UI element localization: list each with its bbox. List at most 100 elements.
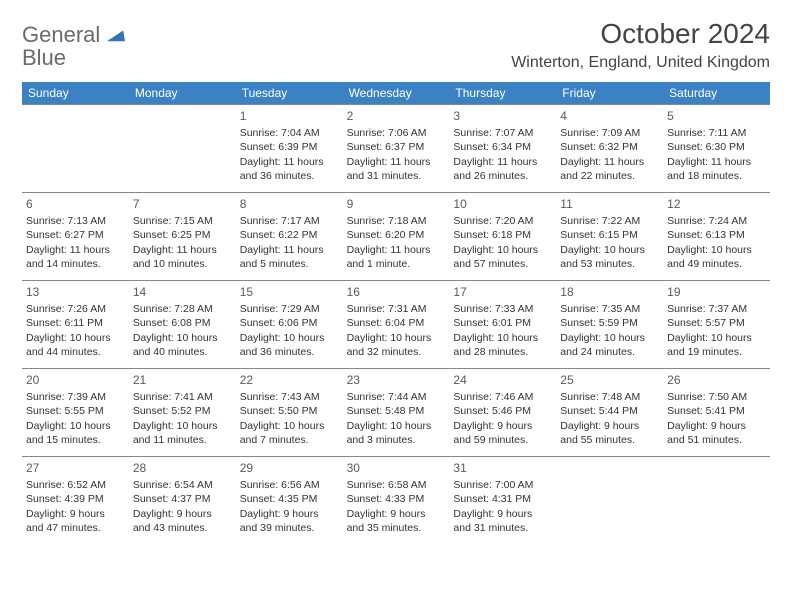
calendar-cell: 20Sunrise: 7:39 AMSunset: 5:55 PMDayligh… bbox=[22, 368, 129, 456]
calendar-cell: 12Sunrise: 7:24 AMSunset: 6:13 PMDayligh… bbox=[663, 192, 770, 280]
sunrise-line: Sunrise: 7:39 AM bbox=[26, 390, 125, 404]
day-number: 3 bbox=[453, 108, 552, 124]
calendar-cell: 23Sunrise: 7:44 AMSunset: 5:48 PMDayligh… bbox=[343, 368, 450, 456]
logo: General Blue bbox=[22, 18, 125, 70]
daylight-line: Daylight: 11 hours and 1 minute. bbox=[347, 243, 446, 271]
calendar-cell: 31Sunrise: 7:00 AMSunset: 4:31 PMDayligh… bbox=[449, 456, 556, 544]
day-number: 21 bbox=[133, 372, 232, 388]
calendar-cell: 18Sunrise: 7:35 AMSunset: 5:59 PMDayligh… bbox=[556, 280, 663, 368]
sunset-line: Sunset: 4:39 PM bbox=[26, 492, 125, 506]
sunset-line: Sunset: 5:46 PM bbox=[453, 404, 552, 418]
day-number: 24 bbox=[453, 372, 552, 388]
sunset-line: Sunset: 5:50 PM bbox=[240, 404, 339, 418]
daylight-line: Daylight: 9 hours and 55 minutes. bbox=[560, 419, 659, 447]
sunset-line: Sunset: 5:55 PM bbox=[26, 404, 125, 418]
calendar-cell: 5Sunrise: 7:11 AMSunset: 6:30 PMDaylight… bbox=[663, 104, 770, 192]
day-number: 20 bbox=[26, 372, 125, 388]
sunrise-line: Sunrise: 7:00 AM bbox=[453, 478, 552, 492]
page-header: General Blue October 2024 Winterton, Eng… bbox=[22, 18, 770, 72]
calendar-cell: 22Sunrise: 7:43 AMSunset: 5:50 PMDayligh… bbox=[236, 368, 343, 456]
sunset-line: Sunset: 6:20 PM bbox=[347, 228, 446, 242]
sunset-line: Sunset: 4:31 PM bbox=[453, 492, 552, 506]
day-number: 25 bbox=[560, 372, 659, 388]
daylight-line: Daylight: 11 hours and 31 minutes. bbox=[347, 155, 446, 183]
sunset-line: Sunset: 6:01 PM bbox=[453, 316, 552, 330]
day-number: 19 bbox=[667, 284, 766, 300]
sunrise-line: Sunrise: 7:22 AM bbox=[560, 214, 659, 228]
daylight-line: Daylight: 10 hours and 19 minutes. bbox=[667, 331, 766, 359]
sunset-line: Sunset: 5:59 PM bbox=[560, 316, 659, 330]
calendar-cell: 25Sunrise: 7:48 AMSunset: 5:44 PMDayligh… bbox=[556, 368, 663, 456]
sunrise-line: Sunrise: 7:17 AM bbox=[240, 214, 339, 228]
logo-word-blue: Blue bbox=[22, 45, 66, 70]
sunset-line: Sunset: 5:52 PM bbox=[133, 404, 232, 418]
day-header: Thursday bbox=[449, 82, 556, 104]
calendar-cell: 9Sunrise: 7:18 AMSunset: 6:20 PMDaylight… bbox=[343, 192, 450, 280]
day-header: Wednesday bbox=[343, 82, 450, 104]
sunset-line: Sunset: 6:15 PM bbox=[560, 228, 659, 242]
calendar-cell: 24 Sunrise: 7:46 AMSunset: 5:46 PMDayligh… bbox=[449, 368, 556, 456]
daylight-line: Daylight: 11 hours and 22 minutes. bbox=[560, 155, 659, 183]
day-number: 27 bbox=[26, 460, 125, 476]
daylight-line: Daylight: 11 hours and 36 minutes. bbox=[240, 155, 339, 183]
sunset-line: Sunset: 4:37 PM bbox=[133, 492, 232, 506]
sunrise-line: Sunrise: 7:33 AM bbox=[453, 302, 552, 316]
daylight-line: Daylight: 11 hours and 26 minutes. bbox=[453, 155, 552, 183]
logo-triangle-icon bbox=[107, 28, 125, 42]
sunset-line: Sunset: 6:34 PM bbox=[453, 140, 552, 154]
daylight-line: Daylight: 10 hours and 3 minutes. bbox=[347, 419, 446, 447]
location-subtitle: Winterton, England, United Kingdom bbox=[511, 54, 770, 72]
calendar-cell: 7Sunrise: 7:15 AMSunset: 6:25 PMDaylight… bbox=[129, 192, 236, 280]
day-number: 29 bbox=[240, 460, 339, 476]
calendar-cell: 17Sunrise: 7:33 AMSunset: 6:01 PMDayligh… bbox=[449, 280, 556, 368]
calendar-cell: 6Sunrise: 7:13 AMSunset: 6:27 PMDaylight… bbox=[22, 192, 129, 280]
sunset-line: Sunset: 6:37 PM bbox=[347, 140, 446, 154]
sunset-line: Sunset: 6:06 PM bbox=[240, 316, 339, 330]
day-number: 6 bbox=[26, 196, 125, 212]
daylight-line: Daylight: 10 hours and 44 minutes. bbox=[26, 331, 125, 359]
sunrise-line: Sunrise: 7:50 AM bbox=[667, 390, 766, 404]
daylight-line: Daylight: 11 hours and 5 minutes. bbox=[240, 243, 339, 271]
sunrise-line: Sunrise: 7:35 AM bbox=[560, 302, 659, 316]
sunrise-line: Sunrise: 6:54 AM bbox=[133, 478, 232, 492]
sunrise-line: Sunrise: 7:37 AM bbox=[667, 302, 766, 316]
sunrise-line: Sunrise: 7:43 AM bbox=[240, 390, 339, 404]
sunset-line: Sunset: 6:18 PM bbox=[453, 228, 552, 242]
daylight-line: Daylight: 10 hours and 11 minutes. bbox=[133, 419, 232, 447]
sunrise-line: Sunrise: 7:41 AM bbox=[133, 390, 232, 404]
sunrise-line: Sunrise: 7:28 AM bbox=[133, 302, 232, 316]
daylight-line: Daylight: 11 hours and 10 minutes. bbox=[133, 243, 232, 271]
calendar-cell: 8Sunrise: 7:17 AMSunset: 6:22 PMDaylight… bbox=[236, 192, 343, 280]
sunset-line: Sunset: 6:08 PM bbox=[133, 316, 232, 330]
calendar-cell: 26Sunrise: 7:50 AMSunset: 5:41 PMDayligh… bbox=[663, 368, 770, 456]
daylight-line: Daylight: 9 hours and 31 minutes. bbox=[453, 507, 552, 535]
sunrise-line: Sunrise: 7:31 AM bbox=[347, 302, 446, 316]
daylight-line: Daylight: 9 hours and 59 minutes. bbox=[453, 419, 552, 447]
day-number: 5 bbox=[667, 108, 766, 124]
daylight-line: Daylight: 11 hours and 14 minutes. bbox=[26, 243, 125, 271]
calendar-cell-empty bbox=[22, 104, 129, 192]
sunset-line: Sunset: 6:13 PM bbox=[667, 228, 766, 242]
sunrise-line: Sunrise: 7:15 AM bbox=[133, 214, 232, 228]
sunset-line: Sunset: 4:35 PM bbox=[240, 492, 339, 506]
sunrise-line: Sunrise: 6:58 AM bbox=[347, 478, 446, 492]
daylight-line: Daylight: 10 hours and 53 minutes. bbox=[560, 243, 659, 271]
calendar-cell: 28Sunrise: 6:54 AMSunset: 4:37 PMDayligh… bbox=[129, 456, 236, 544]
sunrise-line: Sunrise: 7:24 AM bbox=[667, 214, 766, 228]
calendar-cell: 11 Sunrise: 7:22 AMSunset: 6:15 PMDayligh… bbox=[556, 192, 663, 280]
day-header: Tuesday bbox=[236, 82, 343, 104]
sunrise-line: Sunrise: 7:09 AM bbox=[560, 126, 659, 140]
day-number: 4 bbox=[560, 108, 659, 124]
calendar-cell: 19Sunrise: 7:37 AMSunset: 5:57 PMDayligh… bbox=[663, 280, 770, 368]
logo-word-general: General bbox=[22, 22, 100, 47]
day-number: 11 bbox=[560, 196, 659, 212]
day-number: 14 bbox=[133, 284, 232, 300]
sunrise-line: Sunrise: 6:56 AM bbox=[240, 478, 339, 492]
sunrise-line: Sunrise: 7:18 AM bbox=[347, 214, 446, 228]
sunrise-line: Sunrise: 7:46 AM bbox=[453, 390, 552, 404]
day-number: 26 bbox=[667, 372, 766, 388]
logo-text: General Blue bbox=[22, 24, 125, 70]
daylight-line: Daylight: 10 hours and 36 minutes. bbox=[240, 331, 339, 359]
daylight-line: Daylight: 9 hours and 51 minutes. bbox=[667, 419, 766, 447]
daylight-line: Daylight: 9 hours and 35 minutes. bbox=[347, 507, 446, 535]
